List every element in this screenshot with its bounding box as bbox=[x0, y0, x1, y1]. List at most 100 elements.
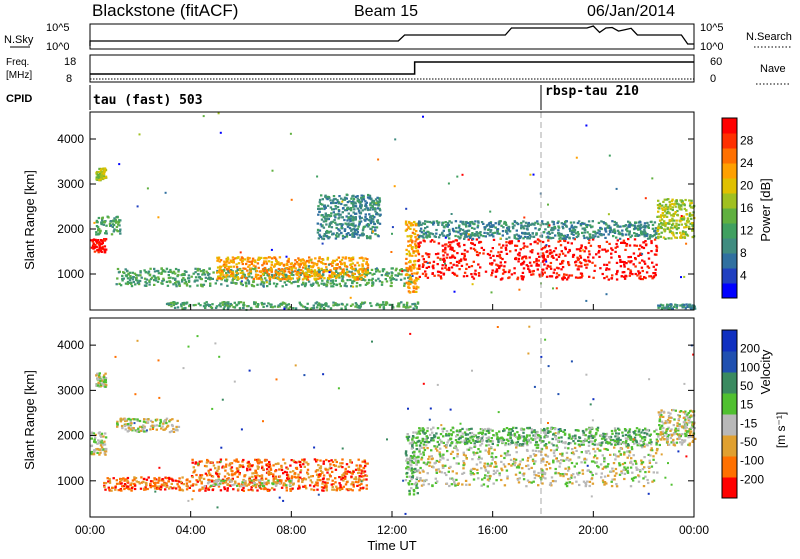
power-cell bbox=[446, 254, 448, 256]
power-cell bbox=[242, 257, 244, 259]
power-cell bbox=[178, 283, 180, 285]
power-cell bbox=[291, 268, 293, 270]
power-cell bbox=[471, 276, 473, 278]
velocity-cell bbox=[124, 425, 126, 427]
power-cell bbox=[411, 248, 413, 250]
velocity-cell bbox=[258, 479, 260, 481]
velocity-cell bbox=[208, 489, 210, 491]
power-cell bbox=[362, 279, 364, 281]
velocity-cell bbox=[331, 484, 333, 486]
velocity-cell bbox=[143, 478, 145, 480]
power-cell bbox=[415, 277, 417, 279]
power-cell bbox=[458, 242, 460, 244]
power-cell bbox=[374, 233, 376, 235]
power-cell bbox=[257, 303, 259, 305]
power-cell bbox=[316, 176, 318, 178]
velocity-cell bbox=[322, 487, 324, 489]
power-cell bbox=[356, 285, 358, 287]
power-cell bbox=[670, 214, 672, 216]
power-cell bbox=[578, 265, 580, 267]
power-cell bbox=[443, 226, 445, 228]
velocity-cell bbox=[293, 483, 295, 485]
power-cell bbox=[608, 213, 610, 215]
power-cell bbox=[195, 276, 197, 278]
velocity-cell bbox=[242, 459, 244, 461]
power-cell bbox=[450, 222, 452, 224]
velocity-cell bbox=[249, 468, 251, 470]
velocity-cell bbox=[176, 483, 178, 485]
power-cell bbox=[240, 301, 242, 303]
power-cell bbox=[247, 274, 249, 276]
velocity-cell bbox=[341, 488, 343, 490]
power-cell bbox=[543, 263, 545, 265]
velocity-cell bbox=[166, 477, 168, 479]
power-cell bbox=[634, 224, 636, 226]
velocity-cell bbox=[322, 490, 324, 492]
power-cell bbox=[342, 235, 344, 237]
power-cell bbox=[400, 301, 402, 303]
power-cell bbox=[413, 228, 415, 230]
power-cell bbox=[679, 232, 681, 234]
power-cell bbox=[688, 199, 690, 201]
power-cell bbox=[263, 303, 265, 305]
power-cell bbox=[132, 272, 134, 274]
power-cell bbox=[200, 284, 202, 286]
power-cell bbox=[463, 231, 465, 233]
velocity-cell bbox=[285, 484, 287, 486]
power-cell bbox=[552, 237, 554, 239]
power-cell bbox=[215, 307, 217, 309]
power-cell bbox=[547, 265, 549, 267]
velocity-cell bbox=[157, 482, 159, 484]
power-cell bbox=[168, 280, 170, 282]
power-cell bbox=[374, 229, 376, 231]
power-cell bbox=[603, 222, 605, 224]
power-cell bbox=[415, 224, 417, 226]
power-cell bbox=[482, 235, 484, 237]
power-cell bbox=[390, 282, 392, 284]
power-cell bbox=[253, 268, 255, 270]
power-cell bbox=[409, 278, 411, 280]
velocity-cell bbox=[298, 478, 300, 480]
power-cell bbox=[419, 224, 421, 226]
power-cell bbox=[662, 304, 664, 306]
velocity-cell bbox=[416, 448, 418, 450]
power-cell bbox=[256, 284, 258, 286]
power-cell bbox=[600, 220, 602, 222]
velocity-cell bbox=[358, 489, 360, 491]
power-cell bbox=[381, 284, 383, 286]
power-cell bbox=[489, 254, 491, 256]
power-cell bbox=[330, 212, 332, 214]
power-cell bbox=[498, 233, 500, 235]
power-cell bbox=[485, 271, 487, 273]
velocity-cell bbox=[250, 488, 252, 490]
velocity-cell bbox=[174, 480, 176, 482]
power-cell bbox=[269, 256, 271, 258]
power-cell bbox=[536, 233, 538, 235]
power-cell bbox=[527, 268, 529, 270]
power-cell bbox=[302, 267, 304, 269]
velocity-cell bbox=[319, 460, 321, 462]
velocity-cell bbox=[411, 438, 413, 440]
power-cell bbox=[379, 306, 381, 308]
power-cell bbox=[156, 270, 158, 272]
power-cell bbox=[571, 242, 573, 244]
velocity-cell bbox=[335, 486, 337, 488]
power-cell bbox=[441, 232, 443, 234]
power-cell bbox=[646, 235, 648, 237]
velocity-cell bbox=[332, 486, 334, 488]
power-cell bbox=[492, 269, 494, 271]
power-cell bbox=[317, 273, 319, 275]
velocity-cell bbox=[171, 479, 173, 481]
velocity-cell bbox=[238, 473, 240, 475]
power-cell bbox=[426, 253, 428, 255]
power-cell bbox=[437, 257, 439, 259]
power-cell bbox=[580, 257, 582, 259]
power-cell bbox=[654, 221, 656, 223]
power-cell bbox=[415, 280, 417, 282]
power-cell bbox=[381, 281, 383, 283]
power-cell bbox=[562, 253, 564, 255]
power-cell bbox=[225, 272, 227, 274]
power-cell bbox=[331, 233, 333, 235]
power-cell bbox=[591, 262, 593, 264]
velocity-cell bbox=[248, 489, 250, 491]
